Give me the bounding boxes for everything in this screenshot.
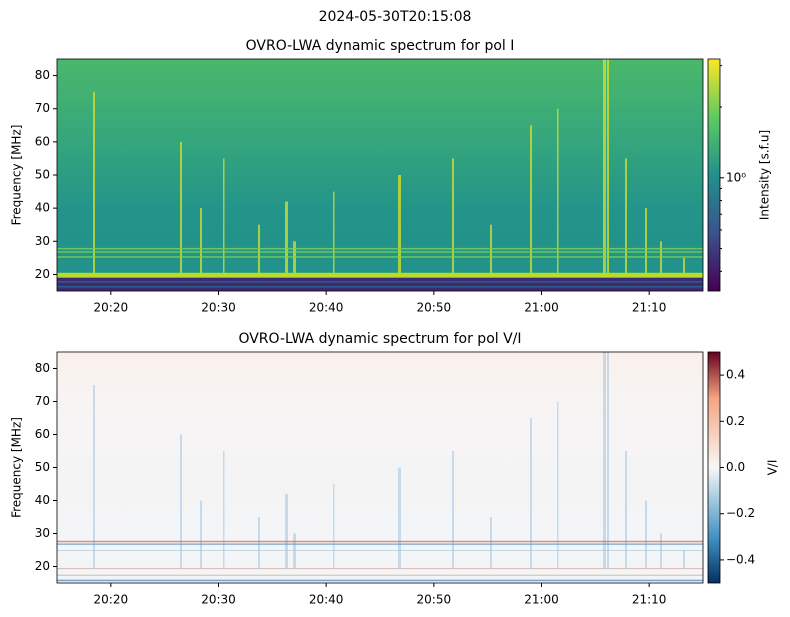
colorbar xyxy=(707,351,721,584)
x-tick-label: 21:10 xyxy=(632,301,667,315)
x-tick-label: 20:30 xyxy=(201,593,236,607)
x-tick-label: 21:00 xyxy=(524,593,559,607)
y-axis-label: Frequency [MHz] xyxy=(10,125,24,226)
y-tick-label: 70 xyxy=(35,101,50,115)
axes-title: OVRO-LWA dynamic spectrum for pol V/I xyxy=(238,331,521,347)
colorbar xyxy=(707,58,721,292)
band xyxy=(57,543,703,545)
streak xyxy=(93,385,95,569)
streak xyxy=(557,401,559,569)
streak xyxy=(530,125,532,277)
streak xyxy=(607,352,609,569)
streak xyxy=(530,418,532,569)
band xyxy=(57,277,703,291)
streak xyxy=(200,208,202,277)
band xyxy=(57,568,703,570)
band xyxy=(57,550,703,551)
colorbar-tick-label: 0.4 xyxy=(726,368,745,382)
axes-title: OVRO-LWA dynamic spectrum for pol I xyxy=(246,38,515,54)
colorbar-tick-label: 0.2 xyxy=(726,414,745,428)
streak xyxy=(180,434,182,569)
band xyxy=(57,281,703,283)
streak xyxy=(333,484,335,569)
suptitle: 2024-05-30T20:15:08 xyxy=(319,9,472,25)
streak xyxy=(258,224,260,277)
x-tick-label: 21:10 xyxy=(632,593,667,607)
streak xyxy=(223,451,225,569)
y-tick-label: 40 xyxy=(35,493,50,507)
band xyxy=(57,286,703,288)
streak xyxy=(603,352,606,569)
streak xyxy=(398,175,401,277)
x-tick-label: 20:40 xyxy=(309,593,344,607)
streak xyxy=(285,493,288,569)
streak xyxy=(285,201,288,277)
y-tick-label: 60 xyxy=(35,427,50,441)
streak xyxy=(452,158,454,277)
streak xyxy=(607,59,609,277)
colorbar-tick-label: 0.0 xyxy=(726,460,745,474)
heatmap xyxy=(57,59,703,291)
y-axis-label: Frequency [MHz] xyxy=(10,417,24,518)
colorbar-tick-label: −0.4 xyxy=(726,552,755,566)
band xyxy=(57,272,703,278)
streak xyxy=(333,191,335,277)
colorbar-label: Intensity [s.f.u] xyxy=(758,130,772,220)
heatmap xyxy=(57,352,703,583)
streak xyxy=(645,500,647,569)
background xyxy=(57,352,703,583)
streak xyxy=(293,241,296,277)
y-tick-label: 20 xyxy=(35,559,50,573)
streak xyxy=(490,224,492,277)
streak xyxy=(645,208,647,277)
x-tick-label: 20:20 xyxy=(94,593,129,607)
colorbar-tick-label: 10⁰ xyxy=(726,170,746,184)
streak xyxy=(398,467,401,569)
colorbar-tick-label: −0.2 xyxy=(726,506,755,520)
x-tick-label: 21:00 xyxy=(524,301,559,315)
x-tick-label: 20:40 xyxy=(309,301,344,315)
streak xyxy=(603,59,606,277)
band xyxy=(57,579,703,582)
colorbar-label: V/I xyxy=(766,460,780,476)
streak xyxy=(258,517,260,569)
y-tick-label: 40 xyxy=(35,201,50,215)
y-tick-label: 80 xyxy=(35,68,50,82)
streak xyxy=(660,241,662,277)
x-tick-label: 20:50 xyxy=(417,593,452,607)
band xyxy=(57,574,703,576)
band xyxy=(57,247,703,250)
streak xyxy=(490,517,492,569)
y-tick-label: 80 xyxy=(35,361,50,375)
streak xyxy=(683,257,685,277)
y-tick-label: 50 xyxy=(35,168,50,182)
x-tick-label: 20:20 xyxy=(94,301,129,315)
streak xyxy=(625,158,627,277)
streak xyxy=(223,158,225,277)
x-tick-label: 20:30 xyxy=(201,301,236,315)
y-tick-label: 60 xyxy=(35,134,50,148)
streak xyxy=(452,451,454,569)
streak xyxy=(683,550,685,569)
y-tick-label: 20 xyxy=(35,267,50,281)
y-tick-label: 30 xyxy=(35,526,50,540)
band xyxy=(57,256,703,258)
band xyxy=(57,251,703,253)
x-tick-label: 20:50 xyxy=(417,301,452,315)
streak xyxy=(93,92,95,277)
streak xyxy=(200,500,202,569)
streak xyxy=(625,451,627,569)
y-tick-label: 30 xyxy=(35,234,50,248)
streak xyxy=(557,108,559,277)
band xyxy=(57,540,703,543)
y-tick-label: 50 xyxy=(35,460,50,474)
y-tick-label: 70 xyxy=(35,394,50,408)
streak xyxy=(180,141,182,277)
